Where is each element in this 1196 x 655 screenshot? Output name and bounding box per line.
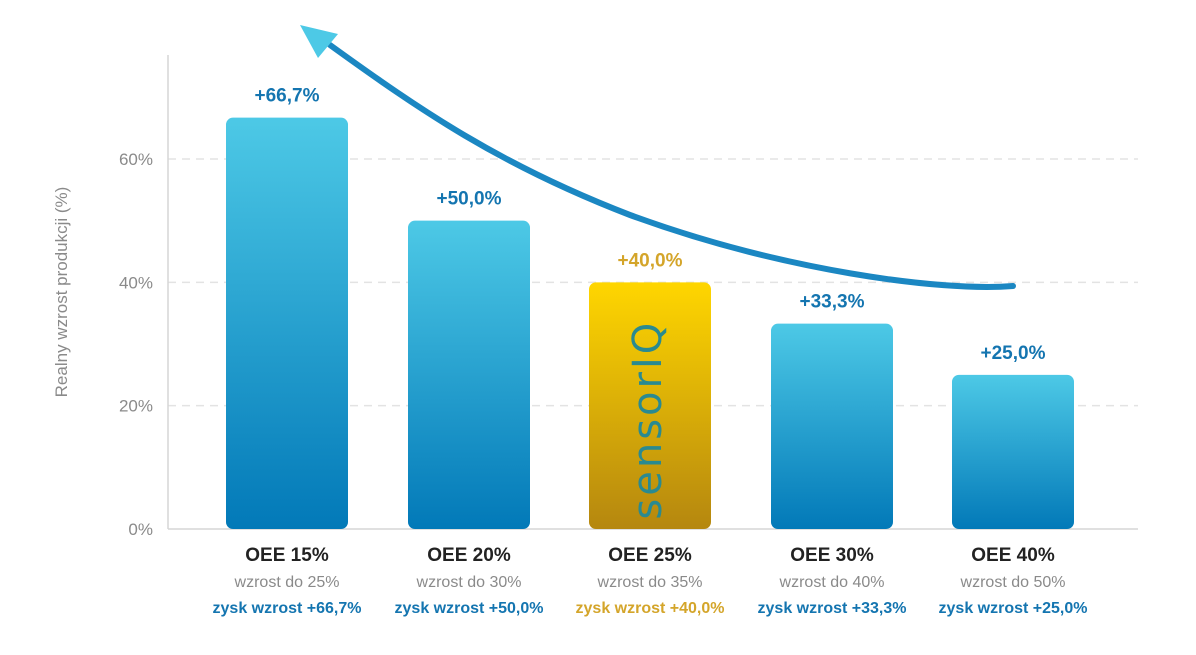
category-sublabel: wzrost do 35% [597, 574, 703, 591]
sensoriq-logo: sensorIQ [625, 320, 671, 520]
bar [771, 323, 893, 529]
gain-label: zysk wzrost +33,3% [758, 600, 907, 617]
x-tick-label: OEE 30% [790, 545, 874, 566]
category-sublabel: wzrost do 25% [234, 574, 340, 591]
bars: sensorIQ [226, 117, 1074, 529]
bar [952, 374, 1074, 529]
y-tick-label: 40% [119, 273, 153, 292]
bar [226, 117, 348, 529]
data-label: +66,7% [255, 86, 320, 107]
arrow-head [300, 25, 338, 58]
data-label: +33,3% [800, 292, 865, 313]
x-tick-label: OEE 25% [608, 545, 692, 566]
y-tick-label: 20% [119, 397, 153, 416]
category-sublabel: wzrost do 50% [960, 574, 1066, 591]
category-sublabel: wzrost do 30% [416, 574, 522, 591]
gain-label: zysk wzrost +40,0% [576, 600, 725, 617]
gain-label: zysk wzrost +50,0% [395, 600, 544, 617]
y-tick-label: 60% [119, 150, 153, 169]
y-ticks: 0% 20% 40% 60% [119, 150, 153, 539]
data-label: +40,0% [618, 250, 683, 271]
x-tick-label: OEE 40% [971, 545, 1055, 566]
gain-label: zysk wzrost +66,7% [213, 600, 362, 617]
category-sublabel: wzrost do 40% [779, 574, 885, 591]
x-tick-label: OEE 20% [427, 545, 511, 566]
x-tick-label: OEE 15% [245, 545, 329, 566]
labels: +66,7% OEE 15% wzrost do 25% zysk wzrost +6… [213, 86, 1088, 617]
bar [589, 282, 711, 529]
data-label: +50,0% [437, 189, 502, 210]
gain-label: zysk wzrost +25,0% [939, 600, 1088, 617]
bar [408, 220, 530, 529]
y-axis-label: Realny wzrost produkcji (%) [52, 187, 71, 398]
trend-arrow [300, 25, 1016, 290]
arrow-curve [327, 42, 1016, 290]
data-label: +25,0% [981, 343, 1046, 364]
y-tick-label: 0% [128, 520, 153, 539]
